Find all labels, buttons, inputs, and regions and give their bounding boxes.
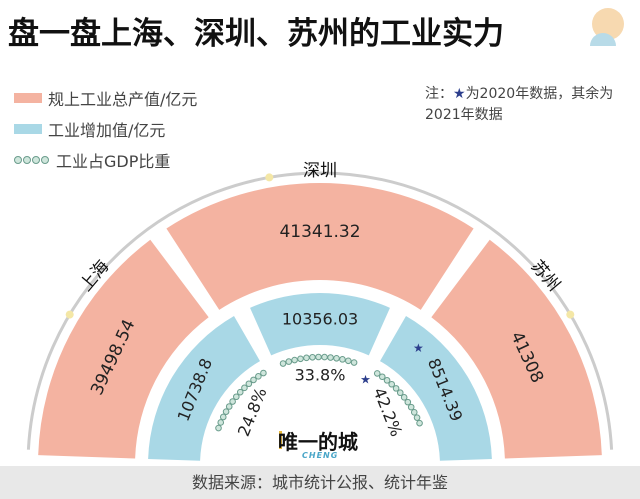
note-text: 为2020年数据，其余为2021年数据 [425,86,614,123]
legend-label-added: 工业增加值/亿元 [48,121,166,140]
added-bar-2 [380,316,492,461]
share-dot-0-11 [255,373,262,380]
share-dot-2-5 [396,389,404,397]
share-dot-2-4 [392,385,400,392]
star-marker-share-2: ★ [360,372,371,386]
footnote: 注：★为2020年数据，其余为2021年数据 [425,84,630,126]
city-label-1: 深圳 [303,161,337,181]
decorative-shapes-icon [590,8,624,46]
added-value-1: 10356.03 [282,310,358,329]
share-dot-2-1 [378,373,386,381]
legend-share: 工业占GDP比重 [14,148,170,172]
legend-label-gross: 规上工业总产值/亿元 [48,90,198,109]
outer-arc [26,171,614,450]
gross-bar-2 [431,239,602,459]
share-dot-1-5 [309,353,316,361]
share-dot-2-11 [416,419,423,427]
star-icon: ★ [453,86,466,102]
city-marker-1 [265,173,274,182]
share-dot-0-4 [225,403,233,410]
share-dot-1-0 [279,360,287,367]
share-value-1: 33.8% [295,366,346,385]
note-prefix: 注： [425,86,453,102]
logo-mark-icon [279,431,282,449]
gross-bar-1 [166,183,474,310]
gross-value-1: 41341.32 [279,222,360,242]
legend-added: 工业增加值/亿元 [14,117,165,141]
city-marker-0 [65,310,74,319]
page-title: 盘一盘上海、深圳、苏州的工业实力 [8,16,504,52]
share-dot-0-12 [260,369,267,377]
city-marker-2 [566,310,575,319]
share-dot-2-8 [407,403,415,411]
share-dot-2-3 [388,380,396,388]
share-dot-2-6 [400,394,408,401]
share-dot-1-8 [327,354,334,361]
added-bar-1 [250,292,390,356]
share-dot-0-1 [217,419,225,426]
share-dot-0-6 [233,393,240,401]
share-dot-0-0 [215,424,222,432]
share-dot-1-6 [315,353,322,361]
share-dot-2-7 [404,398,412,406]
logo-name: 唯一的城 [278,430,358,454]
added-bar-0 [148,316,260,461]
share-dot-0-9 [245,380,253,388]
share-dot-1-10 [339,356,346,363]
share-dot-0-10 [250,376,257,384]
share-dot-0-7 [236,388,244,396]
star-marker-gross-2: ★ [413,341,424,355]
share-dot-2-2 [383,377,391,384]
share-dot-2-9 [410,409,418,416]
share-dot-1-3 [297,355,304,363]
share-dot-1-2 [291,356,298,364]
legend-label-share: 工业占GDP比重 [56,152,171,171]
share-dot-0-2 [219,413,227,421]
legend-swatch-added [14,124,42,134]
legend-swatch-gross [14,93,42,103]
share-dot-0-3 [222,408,230,415]
logo-sub: CHENG [302,451,339,460]
source-note: 数据来源：城市统计公报、统计年鉴 [0,466,640,499]
share-dot-2-0 [373,370,381,377]
share-dot-1-12 [350,359,358,366]
share-dot-1-1 [285,358,293,365]
share-dot-0-5 [229,398,236,405]
share-dot-1-4 [303,354,310,362]
legend-dots-icon [14,156,50,164]
share-dot-1-7 [321,353,328,361]
gross-bar-0 [38,239,209,459]
share-dot-0-8 [241,384,248,392]
share-dot-1-9 [333,354,340,362]
share-dot-1-11 [345,357,352,365]
share-dot-2-10 [413,414,421,421]
legend-gross: 规上工业总产值/亿元 [14,86,197,110]
